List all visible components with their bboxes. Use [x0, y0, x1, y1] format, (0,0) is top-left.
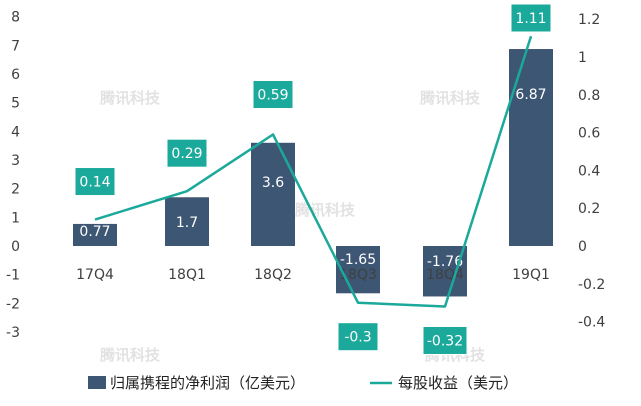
left-tick-label: 7: [11, 38, 20, 54]
bar-data-label: 1.7: [176, 215, 198, 231]
right-tick-label: 0: [578, 239, 587, 255]
line-data-label: 0.59: [257, 87, 288, 103]
right-tick-label: 1: [578, 50, 587, 66]
left-tick-label: 1: [11, 210, 20, 226]
left-tick-label: 0: [11, 239, 20, 255]
bar: [165, 197, 209, 246]
left-tick-label: 4: [11, 124, 20, 140]
right-tick-label: -0.4: [578, 315, 605, 331]
bar: [73, 223, 117, 246]
right-tick-label: 0.8: [578, 88, 600, 104]
bar: [423, 246, 467, 297]
bar-data-label: 0.77: [79, 224, 110, 240]
bar-series: [73, 49, 553, 297]
right-tick-label: 0.4: [578, 163, 600, 179]
category-label: 19Q1: [512, 267, 550, 283]
right-tick-label: 0.2: [578, 201, 600, 217]
line-label-box: [337, 322, 379, 352]
left-tick-label: 3: [11, 153, 20, 169]
bar: [251, 142, 295, 246]
left-tick-label: 8: [11, 10, 20, 26]
bar-data-label: -1.65: [340, 252, 376, 268]
line-path: [94, 35, 533, 308]
legend-line-label: 每股收益（美元）: [398, 374, 518, 392]
line-label-box: [510, 3, 552, 33]
category-label: 18Q1: [168, 267, 206, 283]
line-data-label: 0.29: [171, 146, 202, 162]
legend: 归属携程的净利润（亿美元） 每股收益（美元）: [88, 374, 518, 392]
left-tick-label: 5: [11, 96, 20, 112]
bar-data-label: 3.6: [262, 175, 284, 191]
bar-data-label: -1.76: [427, 254, 463, 270]
line-data-label: -0.3: [344, 330, 371, 346]
line-data-label: -0.32: [427, 333, 463, 349]
watermark-text: 腾讯科技: [99, 346, 161, 364]
legend-bar-swatch: [88, 376, 106, 389]
left-tick-label: 6: [11, 67, 20, 83]
bar-data-label: 6.87: [515, 87, 546, 103]
watermark-text: 腾讯科技: [419, 89, 481, 107]
line-label-box: [252, 79, 294, 109]
watermark-text: 腾讯科技: [99, 89, 161, 107]
category-label: 18Q2: [254, 267, 292, 283]
line-data-label: 0.14: [79, 175, 110, 191]
left-tick-label: -3: [6, 325, 20, 341]
bar: [509, 49, 553, 246]
category-label: 18Q3: [339, 267, 377, 283]
line-label-box: [166, 138, 208, 168]
watermark-text: 腾讯科技: [294, 201, 356, 219]
line-data-label: 1.11: [515, 11, 546, 27]
right-tick-label: 1.2: [578, 12, 600, 28]
bar-data-labels: 0.77 1.7 3.6 -1.65 -1.76 6.87: [79, 87, 546, 270]
left-axis-ticks: 8 7 6 5 4 3 2 1 0 -1 -2 -3: [6, 10, 20, 341]
line-data-labels: 0.14 0.29 0.59 -0.3 -0.32 1.11: [74, 3, 552, 355]
line-label-box: [74, 167, 116, 197]
category-labels: 17Q4 18Q1 18Q2 18Q3 18Q4 19Q1: [76, 267, 550, 283]
line-label-box: [422, 325, 468, 355]
left-tick-label: 2: [11, 182, 20, 198]
legend-bar-label: 归属携程的净利润（亿美元）: [110, 374, 305, 392]
line-series: [94, 35, 533, 308]
left-tick-label: -1: [6, 268, 20, 284]
right-axis-ticks: 1.2 1 0.8 0.6 0.4 0.2 0 -0.2 -0.4: [578, 12, 605, 330]
category-label: 17Q4: [76, 267, 114, 283]
bar: [336, 246, 380, 294]
left-tick-label: -2: [6, 296, 20, 312]
right-tick-label: 0.6: [578, 126, 600, 142]
right-tick-label: -0.2: [578, 277, 605, 293]
